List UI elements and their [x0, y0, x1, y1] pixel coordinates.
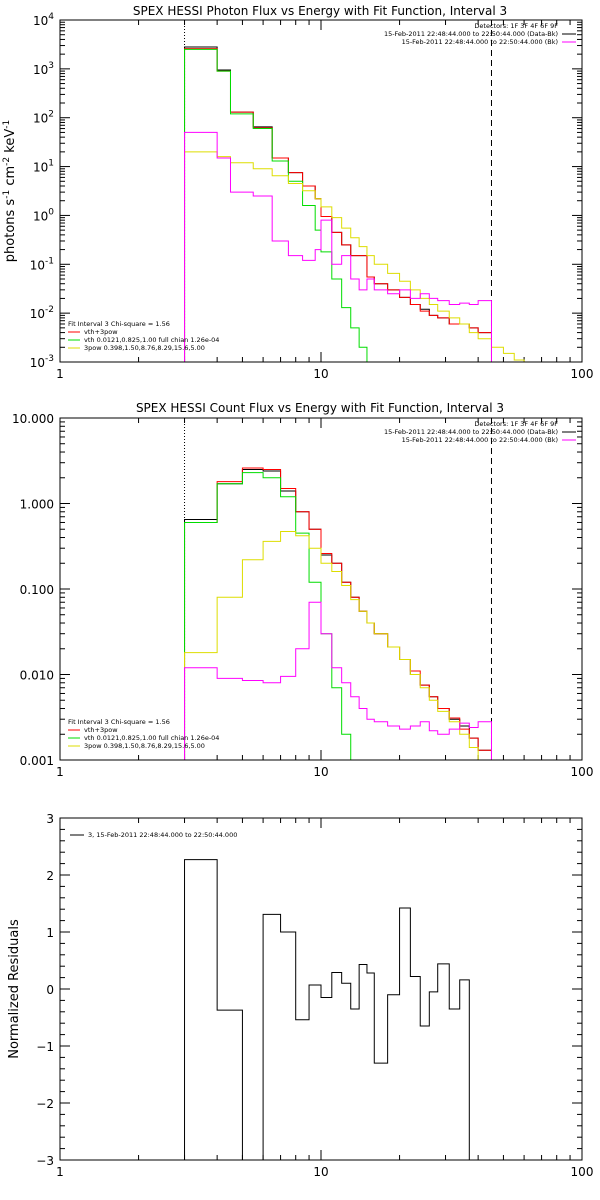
y-tick-exponent: 3: [48, 61, 54, 71]
histogram-series-1: [184, 467, 492, 760]
y-tick-base: 10: [30, 307, 45, 321]
y-tick-label: 2: [46, 869, 54, 883]
y-axis-label: photons s-1 cm-2 keV-1: [2, 120, 18, 262]
histogram-series-2: [184, 48, 375, 362]
detector-info-line: 15-Feb-2011 22:48:44.000 to 22:50:44.000…: [402, 436, 558, 444]
y-tick-base: 10: [30, 258, 45, 272]
detector-info-line: 15-Feb-2011 22:48:44.000 to 22:50:44.000…: [402, 38, 558, 46]
y-tick-base: 10: [33, 112, 48, 126]
residuals-chart-marks: 1 10 100 −3 −2 −1 0 1 2 3 Normalized Residuals 3, 1…: [7, 812, 593, 1179]
count-plot-frame: [59, 417, 583, 761]
histogram-series-2: [184, 472, 360, 760]
y-tick-exponent: 4: [48, 12, 54, 22]
fit-legend-label: vth 0.0121,0.825,1.00 full chian 1.26e-0…: [84, 336, 219, 344]
fit-legend-title: Fit Interval 3 Chi-square = 1.56: [68, 718, 170, 726]
fit-legend-label: vth 0.0121,0.825,1.00 full chian 1.26e-0…: [84, 734, 219, 742]
y-tick-label: 10-2: [30, 305, 54, 321]
photon-plot-frame: [59, 19, 583, 363]
y-tick-label: 1: [46, 926, 54, 940]
y-tick-exponent: -2: [45, 305, 54, 315]
y-tick-label: −2: [36, 1097, 54, 1111]
fit-legend-title: Fit Interval 3 Chi-square = 1.56: [68, 320, 170, 328]
x-tick-label: 100: [571, 765, 594, 779]
y-tick-base: 10: [30, 356, 45, 370]
fit-legend-label: 3pow 0.398,1.50,8.76,8.29,15.6,5.00: [84, 344, 205, 352]
count-chart-title: SPEX HESSI Count Flux vs Energy with Fit…: [136, 401, 504, 415]
series-group: [184, 46, 557, 362]
histogram-series-0: [184, 468, 492, 760]
y-tick-base: 10: [33, 161, 48, 175]
y-axis-label-text: keV: [3, 129, 18, 157]
y-tick-exponent: 2: [48, 110, 54, 120]
y-tick-exponent: -1: [45, 256, 54, 266]
histogram-series-3: [184, 531, 492, 760]
y-tick-label: −3: [36, 1154, 54, 1168]
x-tick-label: 1: [56, 367, 64, 381]
x-tick-label: 1: [56, 1165, 64, 1179]
y-tick-base: 10: [33, 14, 48, 28]
series-group: [184, 467, 492, 760]
fit-legend-label: 3pow 0.398,1.50,8.76,8.29,15.6,5.00: [84, 742, 205, 750]
y-tick-label: 10.000: [12, 412, 54, 426]
photon-chart-marks: 1 10 10010-310-210-1100101102103104photons…: [2, 12, 593, 381]
y-tick-base: 10: [33, 63, 48, 77]
x-tick-label: 10: [313, 1165, 328, 1179]
y-tick-label: −1: [36, 1040, 54, 1054]
y-axis-label-exponent: -2: [2, 157, 12, 166]
y-tick-label: 0.100: [20, 583, 54, 597]
residual-legend-label: 3, 15-Feb-2011 22:48:44.000 to 22:50:44.…: [88, 831, 237, 839]
y-tick-label: 103: [33, 61, 54, 77]
histogram-series-4: [184, 601, 492, 760]
y-axis-label-text: cm: [3, 166, 18, 190]
y-axis-label-exponent: -1: [2, 190, 12, 199]
x-tick-label: 10: [313, 367, 328, 381]
y-tick-label: 0.010: [20, 669, 54, 683]
x-tick-label: 1: [56, 765, 64, 779]
y-tick-exponent: 0: [48, 207, 54, 217]
x-tick-label: 10: [313, 765, 328, 779]
y-tick-label: 10-1: [30, 256, 54, 272]
count-chart-marks: 1 10 100 0.001 0.010 0.100 1.000 10.000 Detector…: [12, 412, 593, 779]
histogram-series-1: [184, 48, 492, 362]
y-tick-base: 10: [33, 209, 48, 223]
y-tick-label: 100: [33, 207, 54, 223]
residuals-plot-frame: [59, 817, 583, 1161]
y-tick-label: 3: [46, 812, 54, 826]
residuals-panel: 1 10 100 −3 −2 −1 0 1 2 3 Normalized Residuals 3, 1…: [7, 812, 593, 1179]
y-tick-label: 102: [33, 110, 54, 126]
y-tick-label: 0.001: [20, 754, 54, 768]
y-tick-exponent: -3: [45, 354, 54, 364]
y-tick-label: 1.000: [20, 498, 54, 512]
y-tick-label: 0: [46, 983, 54, 997]
y-tick-exponent: 1: [48, 159, 54, 169]
series-group: [184, 859, 470, 1160]
y-axis-label-exponent: -1: [2, 120, 12, 129]
photon-chart-title: SPEX HESSI Photon Flux vs Energy with Fi…: [133, 4, 507, 18]
histogram-series-0: [184, 859, 470, 1160]
detector-info-line: 15-Feb-2011 22:48:44.000 to 22:50:44.000…: [384, 428, 558, 436]
y-axis-label-text: photons s: [3, 199, 18, 263]
detector-info-line: Detectors: 1F 3F 4F 6F 9F: [474, 22, 558, 30]
detector-info-line: Detectors: 1F 3F 4F 6F 9F: [474, 420, 558, 428]
y-tick-label: 10-3: [30, 354, 54, 370]
detector-info-line: 15-Feb-2011 22:48:44.000 to 22:50:44.000…: [384, 30, 558, 38]
count-flux-panel: SPEX HESSI Count Flux vs Energy with Fit…: [12, 401, 593, 779]
histogram-series-4: [184, 131, 492, 362]
x-tick-label: 100: [571, 367, 594, 381]
x-tick-label: 100: [571, 1165, 594, 1179]
y-tick-label: 101: [33, 159, 54, 175]
fit-legend-label: vth+3pow: [84, 726, 118, 734]
photon-flux-panel: SPEX HESSI Photon Flux vs Energy with Fi…: [2, 4, 593, 381]
fit-legend-label: vth+3pow: [84, 328, 118, 336]
y-tick-label: 104: [33, 12, 54, 28]
histogram-series-3: [184, 151, 557, 362]
y-axis-label: Normalized Residuals: [7, 919, 22, 1059]
